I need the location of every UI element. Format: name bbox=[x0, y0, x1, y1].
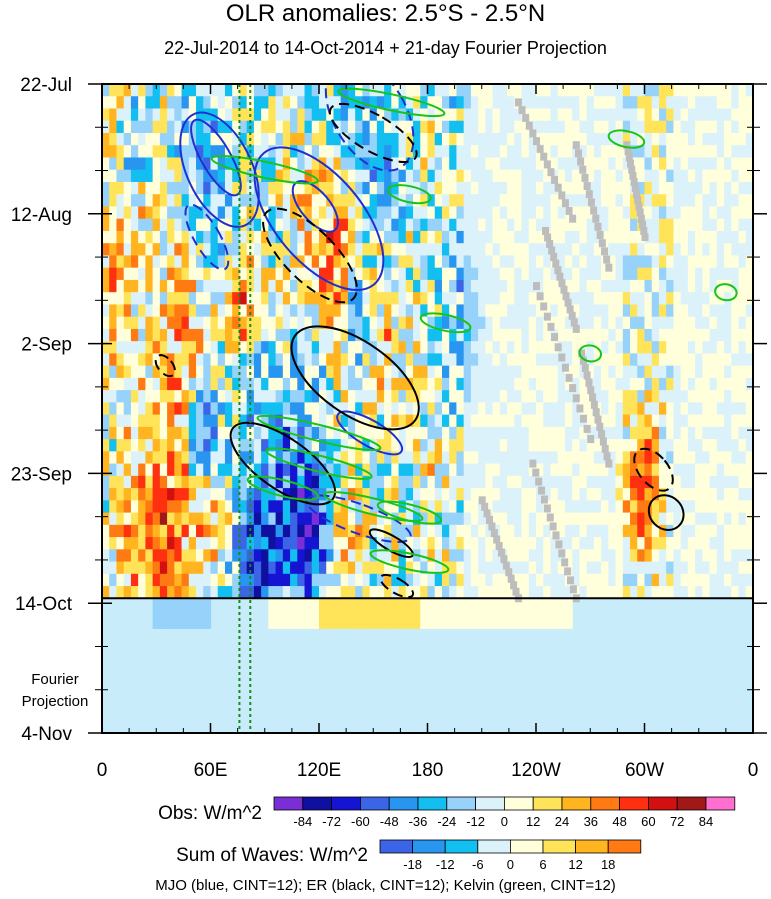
legend-obs-swatch bbox=[475, 796, 505, 811]
kelvin-contour bbox=[419, 312, 472, 334]
legend-obs-swatch bbox=[388, 796, 419, 811]
legend-waves-tick: -12 bbox=[436, 857, 455, 872]
x-tick-label: 0 bbox=[97, 760, 108, 781]
legend-obs-tick: -60 bbox=[351, 814, 370, 829]
obs-field bbox=[102, 84, 753, 599]
mjo-contour bbox=[179, 111, 260, 228]
er-contour bbox=[154, 354, 176, 378]
legend-obs-tick: 60 bbox=[641, 814, 655, 829]
legend-obs-swatch bbox=[302, 796, 332, 811]
er-contour bbox=[647, 494, 685, 531]
legend-waves-swatch bbox=[477, 839, 511, 854]
legend-obs-tick: -36 bbox=[409, 814, 428, 829]
legend-obs-tick: 84 bbox=[699, 814, 713, 829]
legend-waves-swatch bbox=[607, 839, 642, 854]
er-contour bbox=[229, 421, 337, 506]
legend-obs-tick: 72 bbox=[670, 814, 684, 829]
chart-title: OLR anomalies: 2.5°S - 2.5°N bbox=[225, 0, 546, 27]
legend-obs-swatch bbox=[359, 796, 390, 811]
legend-obs-tick: 12 bbox=[526, 814, 540, 829]
legend-obs-tick: 48 bbox=[612, 814, 626, 829]
kelvin-contour bbox=[337, 87, 446, 118]
mjo-contour bbox=[336, 410, 404, 456]
mjo-contour bbox=[253, 146, 385, 292]
kelvin-contour bbox=[714, 283, 738, 302]
er-contour bbox=[633, 447, 674, 492]
y-tick-label: 12-Aug bbox=[11, 205, 72, 226]
er-contour bbox=[290, 325, 420, 431]
y-tick-label: 22-Jul bbox=[20, 75, 72, 96]
x-tick-label: 120E bbox=[297, 760, 341, 781]
chart-subtitle: 22-Jul-2014 to 14-Oct-2014 + 21-day Four… bbox=[164, 38, 607, 58]
legend-obs-swatch bbox=[561, 796, 592, 811]
er-contour bbox=[379, 573, 415, 599]
legend-obs-swatch bbox=[705, 796, 736, 811]
legend-waves-swatch bbox=[542, 839, 576, 854]
legend-obs-swatch bbox=[446, 796, 476, 811]
projection-label: Fourier bbox=[31, 671, 79, 688]
legend-obs-swatch bbox=[532, 796, 563, 811]
projection-field bbox=[102, 598, 753, 733]
kelvin-contour bbox=[607, 129, 646, 149]
legend-waves-label: Sum of Waves: W/m^2 bbox=[176, 845, 368, 866]
y-tick-label: 14-Oct bbox=[15, 594, 73, 615]
legend-waves-swatch bbox=[379, 839, 413, 854]
legend-obs-tick: 24 bbox=[555, 814, 569, 829]
legend-waves-swatch bbox=[444, 839, 479, 854]
legend-waves-tick: -6 bbox=[472, 857, 484, 872]
legend-obs-swatch bbox=[676, 796, 707, 811]
y-tick-label: 2-Sep bbox=[21, 335, 72, 356]
er-contour bbox=[328, 102, 418, 164]
legend-obs-tick: -24 bbox=[437, 814, 456, 829]
legend-waves-tick: 6 bbox=[539, 857, 546, 872]
legend-obs-tick: -72 bbox=[322, 814, 341, 829]
legend-obs-swatch bbox=[417, 796, 448, 811]
projection-label: Projection bbox=[22, 693, 89, 710]
y-tick-label: 4-Nov bbox=[21, 724, 72, 745]
kelvin-contour bbox=[578, 344, 603, 363]
x-tick-label: 60E bbox=[194, 760, 228, 781]
kelvin-contour bbox=[210, 155, 319, 185]
mjo-contour bbox=[190, 118, 242, 197]
legend-obs-tick: -48 bbox=[380, 814, 399, 829]
legend-waves-swatch bbox=[509, 839, 544, 854]
x-tick-label: 180 bbox=[412, 760, 444, 781]
legend-obs-tick: -84 bbox=[293, 814, 312, 829]
mjo-contour bbox=[184, 203, 230, 271]
missing-data bbox=[478, 98, 649, 603]
legend-waves-tick: -18 bbox=[403, 857, 422, 872]
kelvin-contour bbox=[369, 549, 450, 574]
legend-obs-swatch bbox=[648, 796, 678, 811]
x-tick-label: 120W bbox=[511, 760, 561, 781]
kelvin-contour bbox=[246, 475, 319, 501]
legend-waves-swatch bbox=[412, 839, 446, 854]
legend-obs-label: Obs: W/m^2 bbox=[158, 803, 262, 824]
legend-waves-tick: 0 bbox=[507, 857, 514, 872]
legend-obs-tick: 36 bbox=[584, 814, 598, 829]
chart-footer: MJO (blue, CINT=12); ER (black, CINT=12)… bbox=[155, 877, 616, 894]
x-tick-label: 0 bbox=[748, 760, 759, 781]
kelvin-contour bbox=[376, 500, 443, 525]
legend-obs-swatch bbox=[590, 796, 620, 811]
y-tick-label: 23-Sep bbox=[11, 464, 72, 485]
er-contour bbox=[262, 207, 358, 304]
kelvin-contour bbox=[323, 490, 424, 522]
legend-obs-tick: -12 bbox=[466, 814, 485, 829]
legend-waves-swatch bbox=[575, 839, 609, 854]
legend-waves-tick: 18 bbox=[601, 857, 615, 872]
legend-obs-swatch bbox=[619, 796, 649, 811]
x-tick-label: 60W bbox=[625, 760, 664, 781]
legend-obs-swatch bbox=[331, 796, 361, 811]
legend-obs-tick: 0 bbox=[501, 814, 508, 829]
kelvin-contour bbox=[256, 414, 382, 452]
legend-obs-swatch bbox=[273, 796, 304, 811]
kelvin-contour bbox=[265, 447, 373, 480]
legend-obs-swatch bbox=[503, 796, 534, 811]
kelvin-contour bbox=[387, 184, 432, 205]
legend-waves-tick: 12 bbox=[568, 857, 582, 872]
